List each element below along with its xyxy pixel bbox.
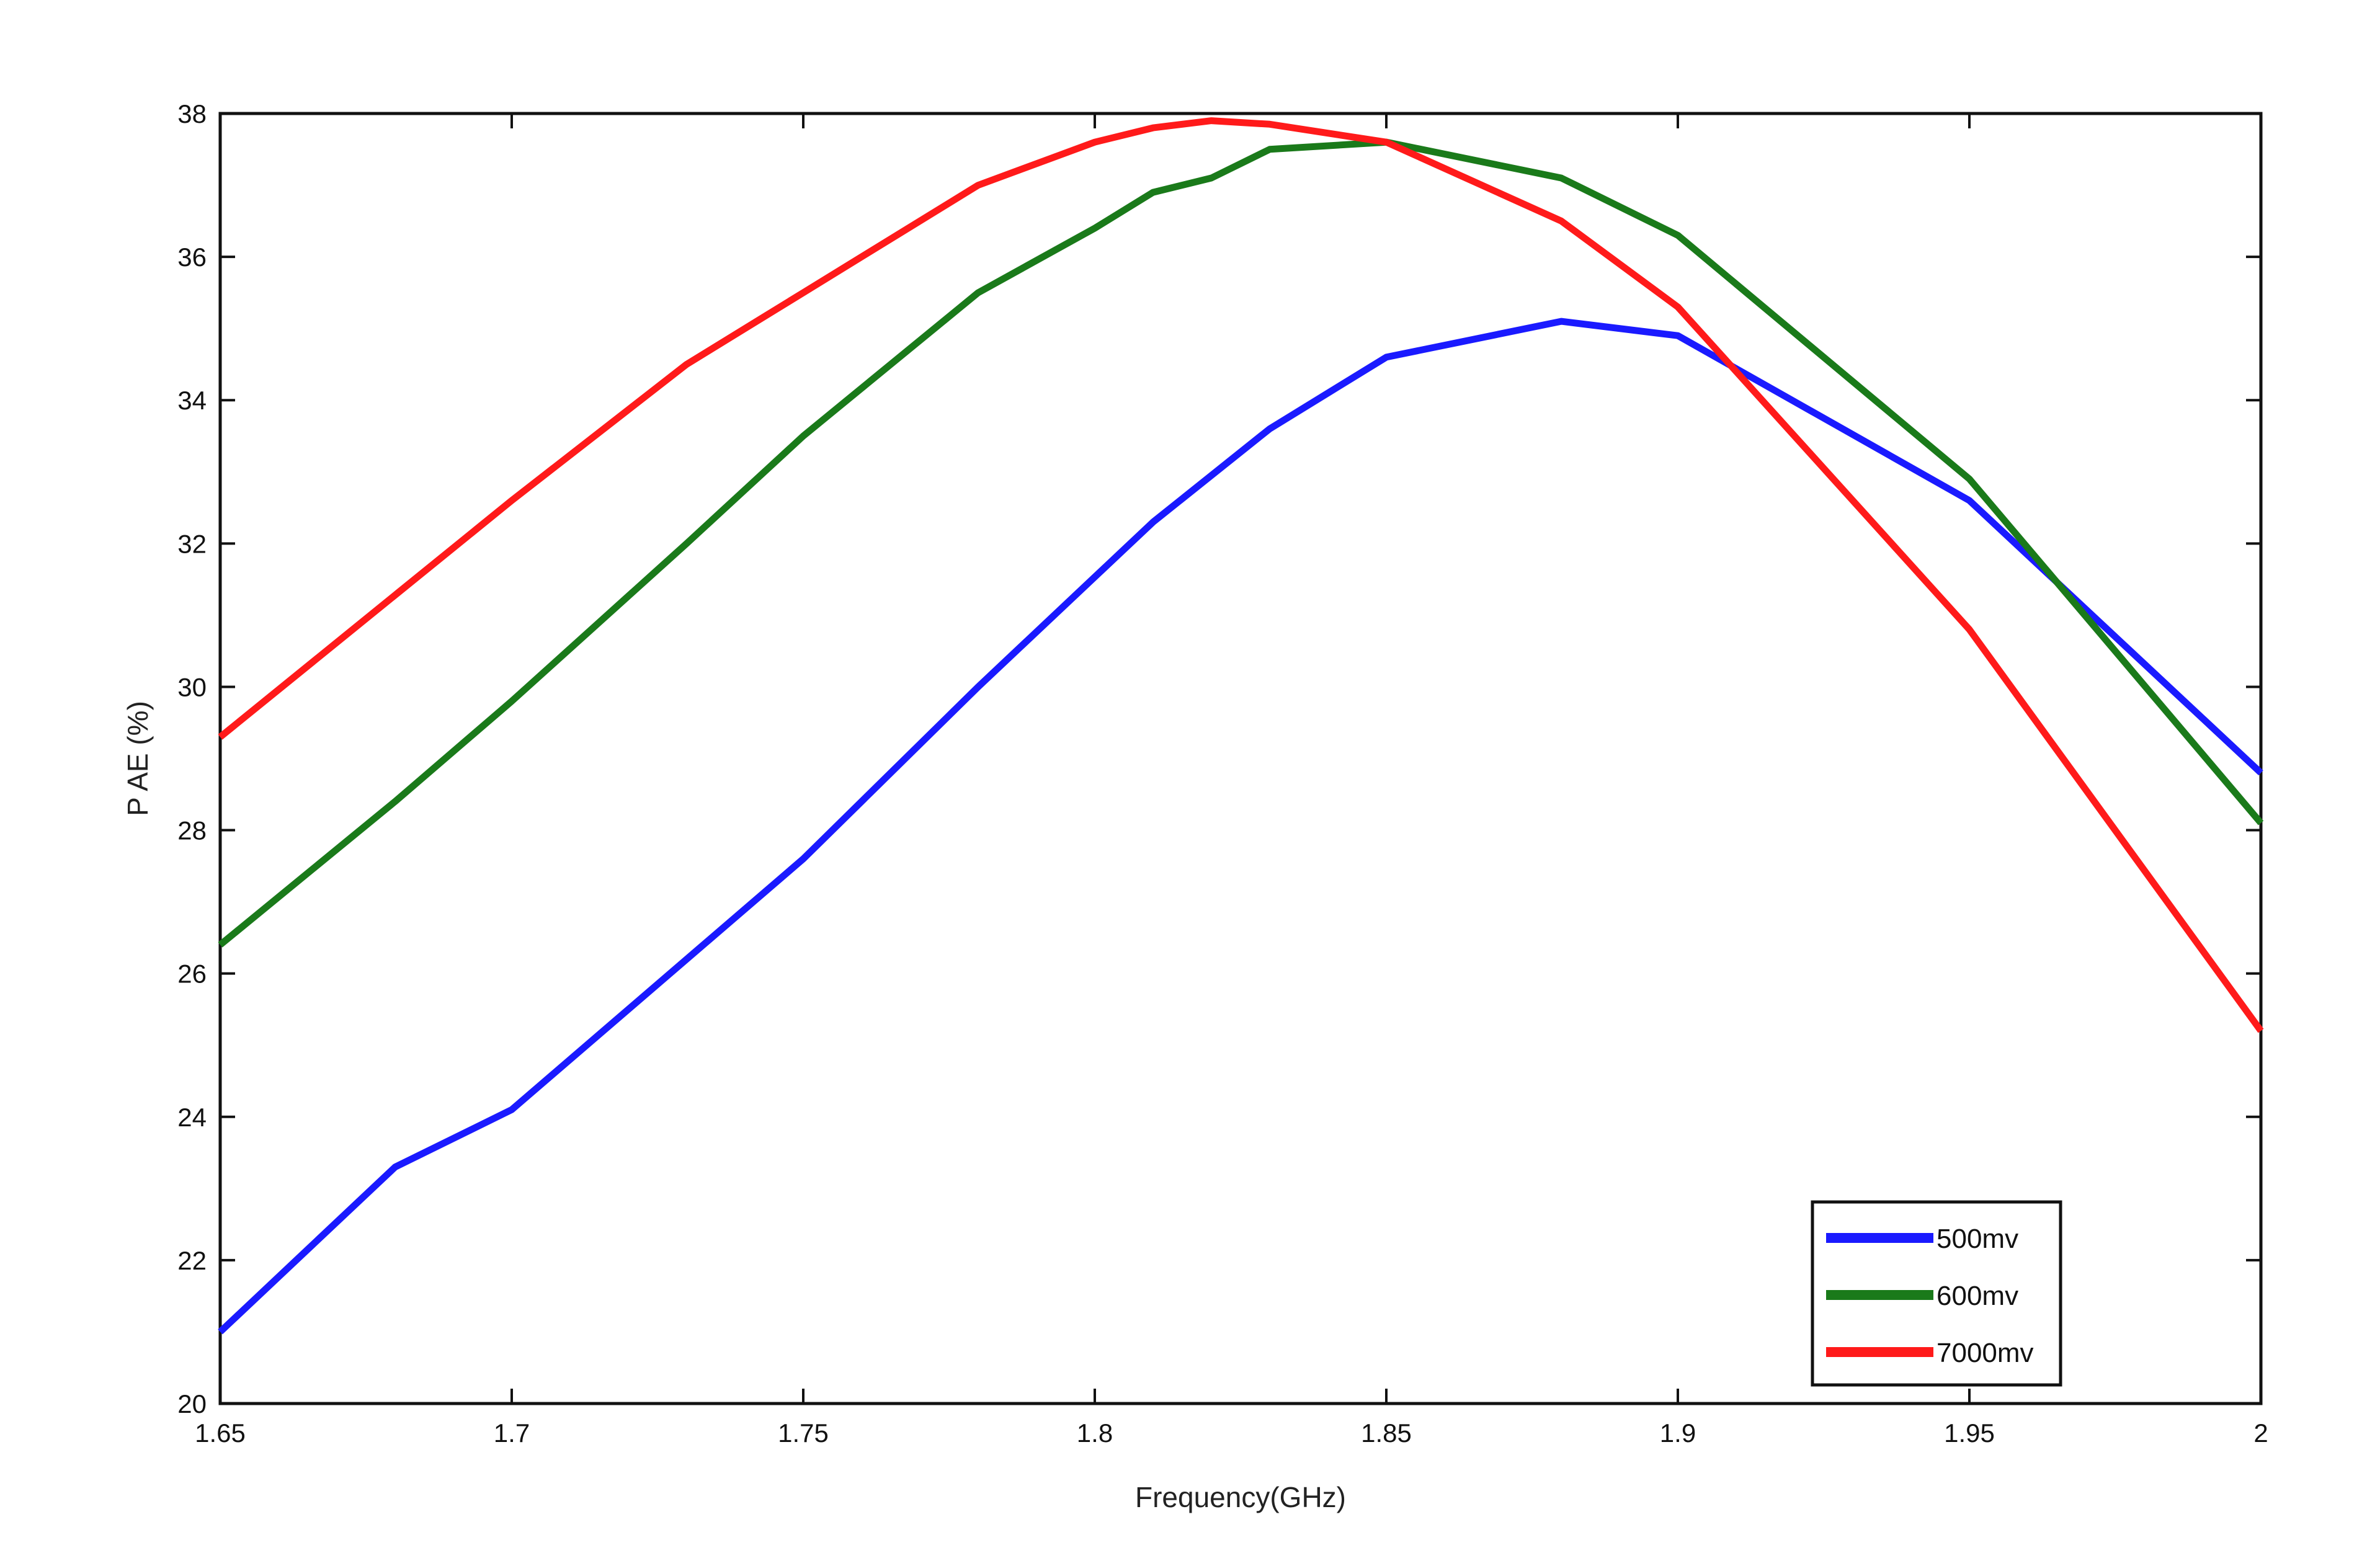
x-tick-label: 1.95 (1944, 1418, 1995, 1448)
x-tick-label: 1.85 (1361, 1418, 1412, 1448)
legend: 500mv 600mv 7000mv (1811, 1200, 2062, 1387)
x-axis-title: Frequency(GHz) (1135, 1481, 1346, 1513)
legend-label: 7000mv (1937, 1338, 2034, 1368)
x-tick-label: 1.9 (1660, 1418, 1696, 1448)
x-tick-label: 1.65 (195, 1418, 246, 1448)
axes-frame (218, 112, 2263, 1405)
y-axis-ticks: 20 22 24 26 28 30 32 34 36 38 (177, 99, 2261, 1418)
y-tick-label: 34 (177, 386, 207, 415)
series-line-7000mv (218, 117, 2264, 1033)
y-tick-label: 22 (177, 1246, 207, 1275)
x-tick-label: 1.8 (1077, 1418, 1113, 1448)
y-tick-label: 38 (177, 99, 207, 128)
x-tick-label: 2 (2253, 1418, 2268, 1448)
series-line-600mv (218, 138, 2264, 948)
y-tick-label: 24 (177, 1103, 207, 1132)
y-axis-title: P AE (%) (122, 701, 154, 816)
y-tick-label: 32 (177, 529, 207, 558)
y-tick-label: 30 (177, 672, 207, 701)
legend-label: 600mv (1937, 1281, 2018, 1311)
series-lines (218, 117, 2264, 1335)
plot-area: 1.65 1.7 1.75 1.8 1.85 1.9 1.95 2 20 22 24 26 28 30 3… (177, 99, 2268, 1448)
x-tick-label: 1.7 (494, 1418, 530, 1448)
legend-label: 500mv (1937, 1224, 2018, 1254)
y-tick-label: 20 (177, 1389, 207, 1418)
y-tick-label: 28 (177, 816, 207, 845)
y-tick-label: 26 (177, 959, 207, 989)
x-tick-label: 1.75 (778, 1418, 829, 1448)
y-tick-label: 36 (177, 243, 207, 272)
x-axis-ticks: 1.65 1.7 1.75 1.8 1.85 1.9 1.95 2 (195, 113, 2268, 1448)
